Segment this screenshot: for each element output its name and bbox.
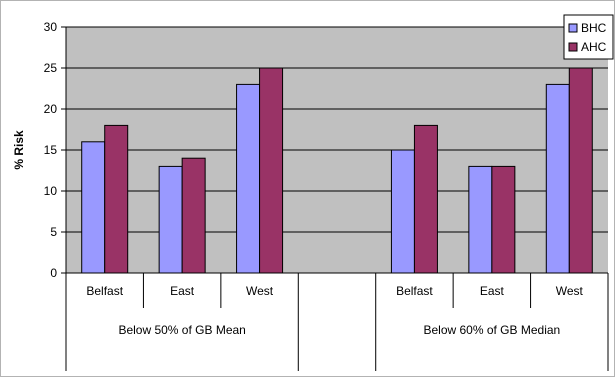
y-tick-label: 25	[44, 61, 58, 75]
y-tick-label: 20	[44, 102, 58, 116]
bar-bhc-0	[81, 141, 106, 274]
legend-swatch-ahc	[568, 42, 578, 52]
bar-ahc-5	[491, 165, 516, 274]
category-label: West	[556, 284, 584, 298]
y-tick-label: 0	[50, 266, 57, 280]
legend-swatch-bhc	[568, 23, 578, 33]
bar-ahc-0	[104, 124, 129, 274]
y-tick-label: 15	[44, 143, 58, 157]
legend-box	[563, 14, 614, 60]
category-label: Belfast	[86, 284, 123, 298]
category-label: Belfast	[396, 284, 433, 298]
y-axis-label: % Risk	[12, 130, 26, 170]
legend-label-bhc: BHC	[581, 21, 607, 35]
y-tick-labels: 0 5 10 15 20 25 30	[44, 20, 66, 280]
y-tick-label: 10	[44, 184, 58, 198]
group-label: Below 60% of GB Median	[423, 323, 560, 337]
bar-bhc-6	[545, 83, 570, 274]
gridlines	[66, 26, 608, 233]
bar-ahc-4	[413, 124, 438, 274]
bar-ahc-1	[181, 157, 206, 274]
category-label: West	[246, 284, 274, 298]
category-label: East	[480, 284, 505, 298]
bar-bhc-4	[390, 149, 415, 274]
group-label: Below 50% of GB Mean	[118, 323, 245, 337]
y-tick-label: 5	[50, 225, 57, 239]
bar-ahc-2	[259, 67, 284, 274]
bar-bhc-5	[468, 165, 493, 274]
legend-label-ahc: AHC	[581, 40, 607, 54]
bar-bhc-1	[158, 165, 183, 274]
legend: BHC AHC	[563, 14, 614, 60]
bars	[81, 67, 593, 274]
bar-ahc-6	[568, 67, 593, 274]
category-label: East	[170, 284, 195, 298]
bar-bhc-2	[236, 83, 261, 274]
y-tick-label: 30	[44, 20, 58, 34]
category-axis: Belfast East West Belfast East West Below 50% …	[65, 273, 609, 371]
